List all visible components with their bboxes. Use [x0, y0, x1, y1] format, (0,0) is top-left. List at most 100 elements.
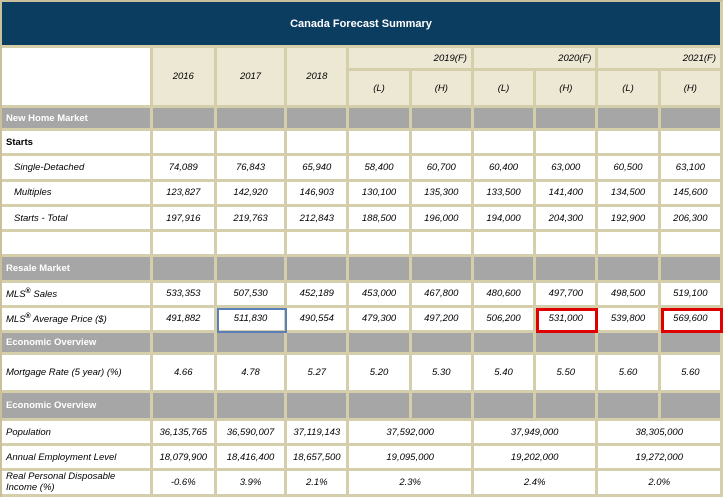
- cell-value: -0.6%: [152, 470, 217, 497]
- cell-value: 5.60: [660, 355, 723, 393]
- table-row: MLS® Average Price ($) 491,882 511,830 4…: [2, 307, 723, 333]
- row-label-starts-total: Starts - Total: [2, 206, 153, 233]
- header-forecast-2020: 2020(F): [473, 48, 599, 72]
- table-row: MLS® Sales 533,353 507,530 452,189 453,0…: [2, 282, 723, 308]
- table-row: Multiples 123,827 142,920 146,903 130,10…: [2, 181, 723, 207]
- row-label-mls-sales: MLS® Sales: [2, 282, 153, 308]
- cell-value: 533,353: [152, 282, 217, 308]
- row-label-multiples: Multiples: [2, 181, 153, 207]
- header-blank: [2, 48, 153, 109]
- cell-value: 142,920: [216, 181, 288, 207]
- header-high-2019: (H): [411, 71, 474, 109]
- table-row: Population 36,135,765 36,590,007 37,119,…: [2, 421, 723, 447]
- cell-value: 4.66: [152, 355, 217, 393]
- cell-value: 60,500: [598, 156, 661, 182]
- cell-value: 19,202,000: [473, 446, 599, 471]
- cell-value: 18,079,900: [152, 446, 217, 471]
- cell-value: 145,600: [660, 181, 723, 207]
- header-forecast-2019: 2019(F): [349, 48, 474, 72]
- cell-value: 453,000: [349, 282, 412, 308]
- header-high-2021: (H): [660, 71, 723, 109]
- cell-value: 188,500: [349, 206, 412, 233]
- cell-value: 204,300: [536, 206, 599, 233]
- table-row: Real Personal Disposable Income (%) -0.6…: [2, 470, 723, 497]
- cell-value: 2.4%: [473, 470, 599, 497]
- cell-value: 452,189: [287, 282, 350, 308]
- header-forecast-2021: 2021(F): [598, 48, 723, 72]
- header-low-2021: (L): [598, 71, 661, 109]
- header-low-2019: (L): [349, 71, 412, 109]
- cell-value: 37,119,143: [287, 421, 350, 447]
- cell-value: 497,700: [536, 282, 599, 308]
- cell-value: 141,400: [536, 181, 599, 207]
- cell-value: 146,903: [287, 181, 350, 207]
- cell-value: 2.0%: [598, 470, 723, 497]
- header-year-2018: 2018: [287, 48, 350, 109]
- cell-value: 63,100: [660, 156, 723, 182]
- cell-value: 192,900: [598, 206, 661, 233]
- row-label-single-detached: Single-Detached: [2, 156, 153, 182]
- cell-value: 3.9%: [216, 470, 288, 497]
- cell-value: 5.30: [411, 355, 474, 393]
- highlighted-cell-2021-high-price: 569,600: [660, 307, 723, 333]
- header-year-2016: 2016: [152, 48, 217, 109]
- cell-value: 60,400: [473, 156, 537, 182]
- cell-value: 5.60: [598, 355, 661, 393]
- cell-value: 36,135,765: [152, 421, 217, 447]
- cell-value: 2.3%: [349, 470, 474, 497]
- cell-value: 18,416,400: [216, 446, 288, 471]
- cell-value: 5.40: [473, 355, 537, 393]
- cell-value: 123,827: [152, 181, 217, 207]
- cell-value: 65,940: [287, 156, 350, 182]
- cell-value: 18,657,500: [287, 446, 350, 471]
- subsection-starts: Starts: [2, 131, 153, 157]
- cell-value: 76,843: [216, 156, 288, 182]
- table-row: Annual Employment Level 18,079,900 18,41…: [2, 446, 723, 471]
- cell-value: 5.50: [536, 355, 599, 393]
- cell-value: 212,843: [287, 206, 350, 233]
- cell-value: 58,400: [349, 156, 412, 182]
- cell-value: 37,949,000: [473, 421, 599, 447]
- cell-value: 197,916: [152, 206, 217, 233]
- row-label-mls-average-price: MLS® Average Price ($): [2, 307, 153, 333]
- cell-value: 219,763: [216, 206, 288, 233]
- cell-value: 467,800: [411, 282, 474, 308]
- cell-value: 506,200: [473, 307, 537, 333]
- cell-value: 5.27: [287, 355, 350, 393]
- section-resale-market: Resale Market: [2, 257, 153, 283]
- cell-value: 19,095,000: [349, 446, 474, 471]
- cell-value: 479,300: [349, 307, 412, 333]
- cell-value: 498,500: [598, 282, 661, 308]
- cell-value: 2.1%: [287, 470, 350, 497]
- header-high-2020: (H): [536, 71, 599, 109]
- cell-value: 135,300: [411, 181, 474, 207]
- cell-value: 60,700: [411, 156, 474, 182]
- cell-value: 194,000: [473, 206, 537, 233]
- cell-value: 491,882: [152, 307, 217, 333]
- cell-value: 130,100: [349, 181, 412, 207]
- row-label-disposable-income: Real Personal Disposable Income (%): [2, 470, 153, 497]
- cell-value: 63,000: [536, 156, 599, 182]
- section-economic-overview: Economic Overview: [2, 332, 153, 356]
- section-new-home-market: New Home Market: [2, 108, 153, 132]
- section-economic-overview-2: Economic Overview: [2, 392, 153, 422]
- cell-value: 38,305,000: [598, 421, 723, 447]
- cell-value: 36,590,007: [216, 421, 288, 447]
- cell-value: 133,500: [473, 181, 537, 207]
- cell-value: 519,100: [660, 282, 723, 308]
- table-row: Mortgage Rate (5 year) (%) 4.66 4.78 5.2…: [2, 355, 723, 393]
- cell-value: 134,500: [598, 181, 661, 207]
- header-low-2020: (L): [473, 71, 537, 109]
- cell-value: 37,592,000: [349, 421, 474, 447]
- highlighted-cell-2020-high-price: 531,000: [536, 307, 599, 333]
- cell-value: 539,800: [598, 307, 661, 333]
- cell-value: 5.20: [349, 355, 412, 393]
- selected-cell-2017-price[interactable]: 511,830: [216, 307, 288, 333]
- cell-value: 74,089: [152, 156, 217, 182]
- row-label-population: Population: [2, 421, 153, 447]
- cell-value: 507,530: [216, 282, 288, 308]
- cell-value: 19,272,000: [598, 446, 723, 471]
- cell-value: 480,600: [473, 282, 537, 308]
- table-row: Starts - Total 197,916 219,763 212,843 1…: [2, 206, 723, 233]
